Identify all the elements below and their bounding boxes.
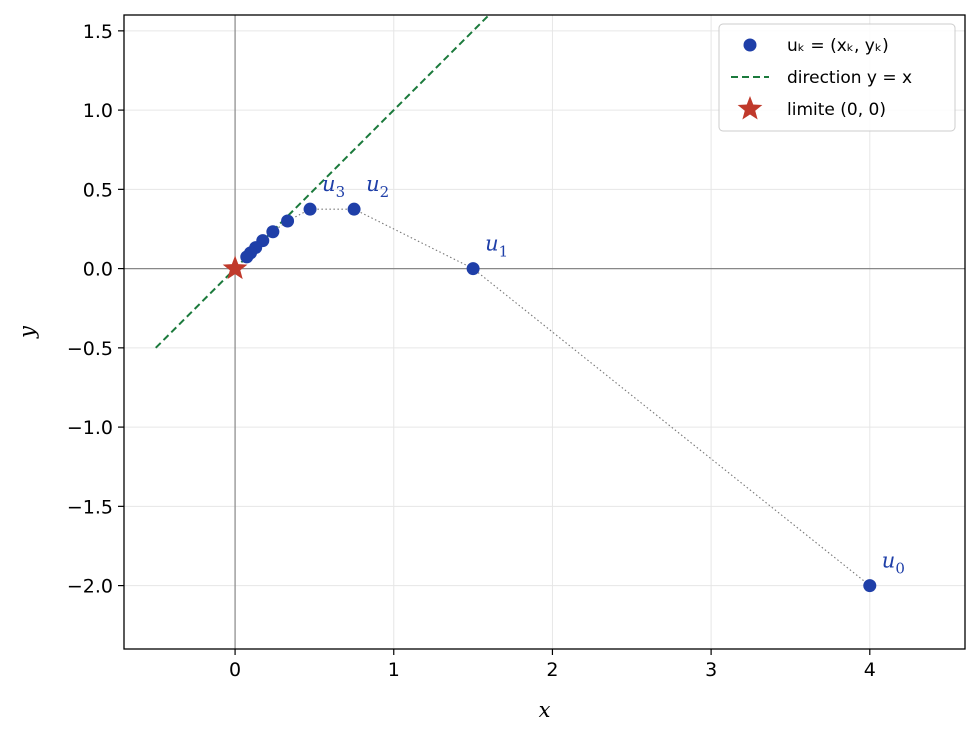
reference-axes	[124, 15, 965, 649]
point-label-subscript: 0	[895, 560, 905, 578]
y-tick-label: 1.5	[83, 21, 113, 43]
data-point-u3	[303, 202, 317, 216]
point-label-base: u	[485, 232, 499, 256]
x-tick-label: 4	[864, 659, 876, 681]
point-label-u1: u1	[485, 232, 508, 261]
plot-frame	[123, 14, 966, 650]
direction-line	[155, 15, 490, 349]
y-tick-label: 1.0	[83, 100, 113, 122]
sequence-connector	[246, 208, 871, 587]
point-label-base: u	[366, 172, 380, 196]
point-label-u3: u3	[322, 172, 345, 201]
y-tick-label: −1.5	[67, 496, 113, 518]
legend-label-2: limite (0, 0)	[787, 100, 886, 120]
limit-star-marker	[222, 255, 248, 280]
legend-label-1: direction y = x	[787, 68, 912, 88]
y-tick-label: 0.5	[83, 179, 113, 201]
point-label-u2: u2	[366, 172, 389, 201]
point-label-base: u	[882, 549, 896, 573]
x-tick-label: 1	[388, 659, 400, 681]
plot-border	[123, 14, 966, 650]
data-point-u1	[466, 262, 480, 276]
plot-area	[155, 15, 877, 593]
y-tick-label: 0.0	[83, 259, 113, 281]
y-tick-label: −0.5	[67, 338, 113, 360]
data-point-u5	[266, 225, 280, 239]
point-label-subscript: 1	[499, 243, 509, 261]
legend-marker-points	[743, 38, 757, 52]
point-label-subscript: 3	[336, 183, 346, 201]
data-point-u9	[240, 250, 254, 264]
legend: uₖ = (xₖ, yₖ) direction y = x limite (0, 0…	[718, 23, 956, 132]
data-point-u4	[281, 214, 295, 228]
data-point-u2	[347, 202, 361, 216]
point-label-subscript: 2	[380, 183, 390, 201]
y-tick-label: −2.0	[67, 576, 113, 598]
x-tick-label: 3	[705, 659, 717, 681]
legend-marker-limit	[737, 96, 763, 120]
x-tick-label: 2	[546, 659, 558, 681]
legend-label-0: uₖ = (xₖ, yₖ)	[787, 36, 889, 56]
data-point-u0	[863, 579, 877, 593]
point-label-base: u	[322, 172, 336, 196]
x-axis-label: x	[539, 698, 551, 722]
legend-box	[718, 23, 956, 132]
x-tick-label: 0	[229, 659, 241, 681]
y-axis-label: y	[15, 325, 39, 339]
point-label-u0: u0	[882, 549, 905, 578]
y-tick-label: −1.0	[67, 417, 113, 439]
ticks: 0 1 2 3 4 −2.0 −1.5 −1.0 −0.5 0.0 0.5 1.0 1.5	[67, 21, 876, 681]
